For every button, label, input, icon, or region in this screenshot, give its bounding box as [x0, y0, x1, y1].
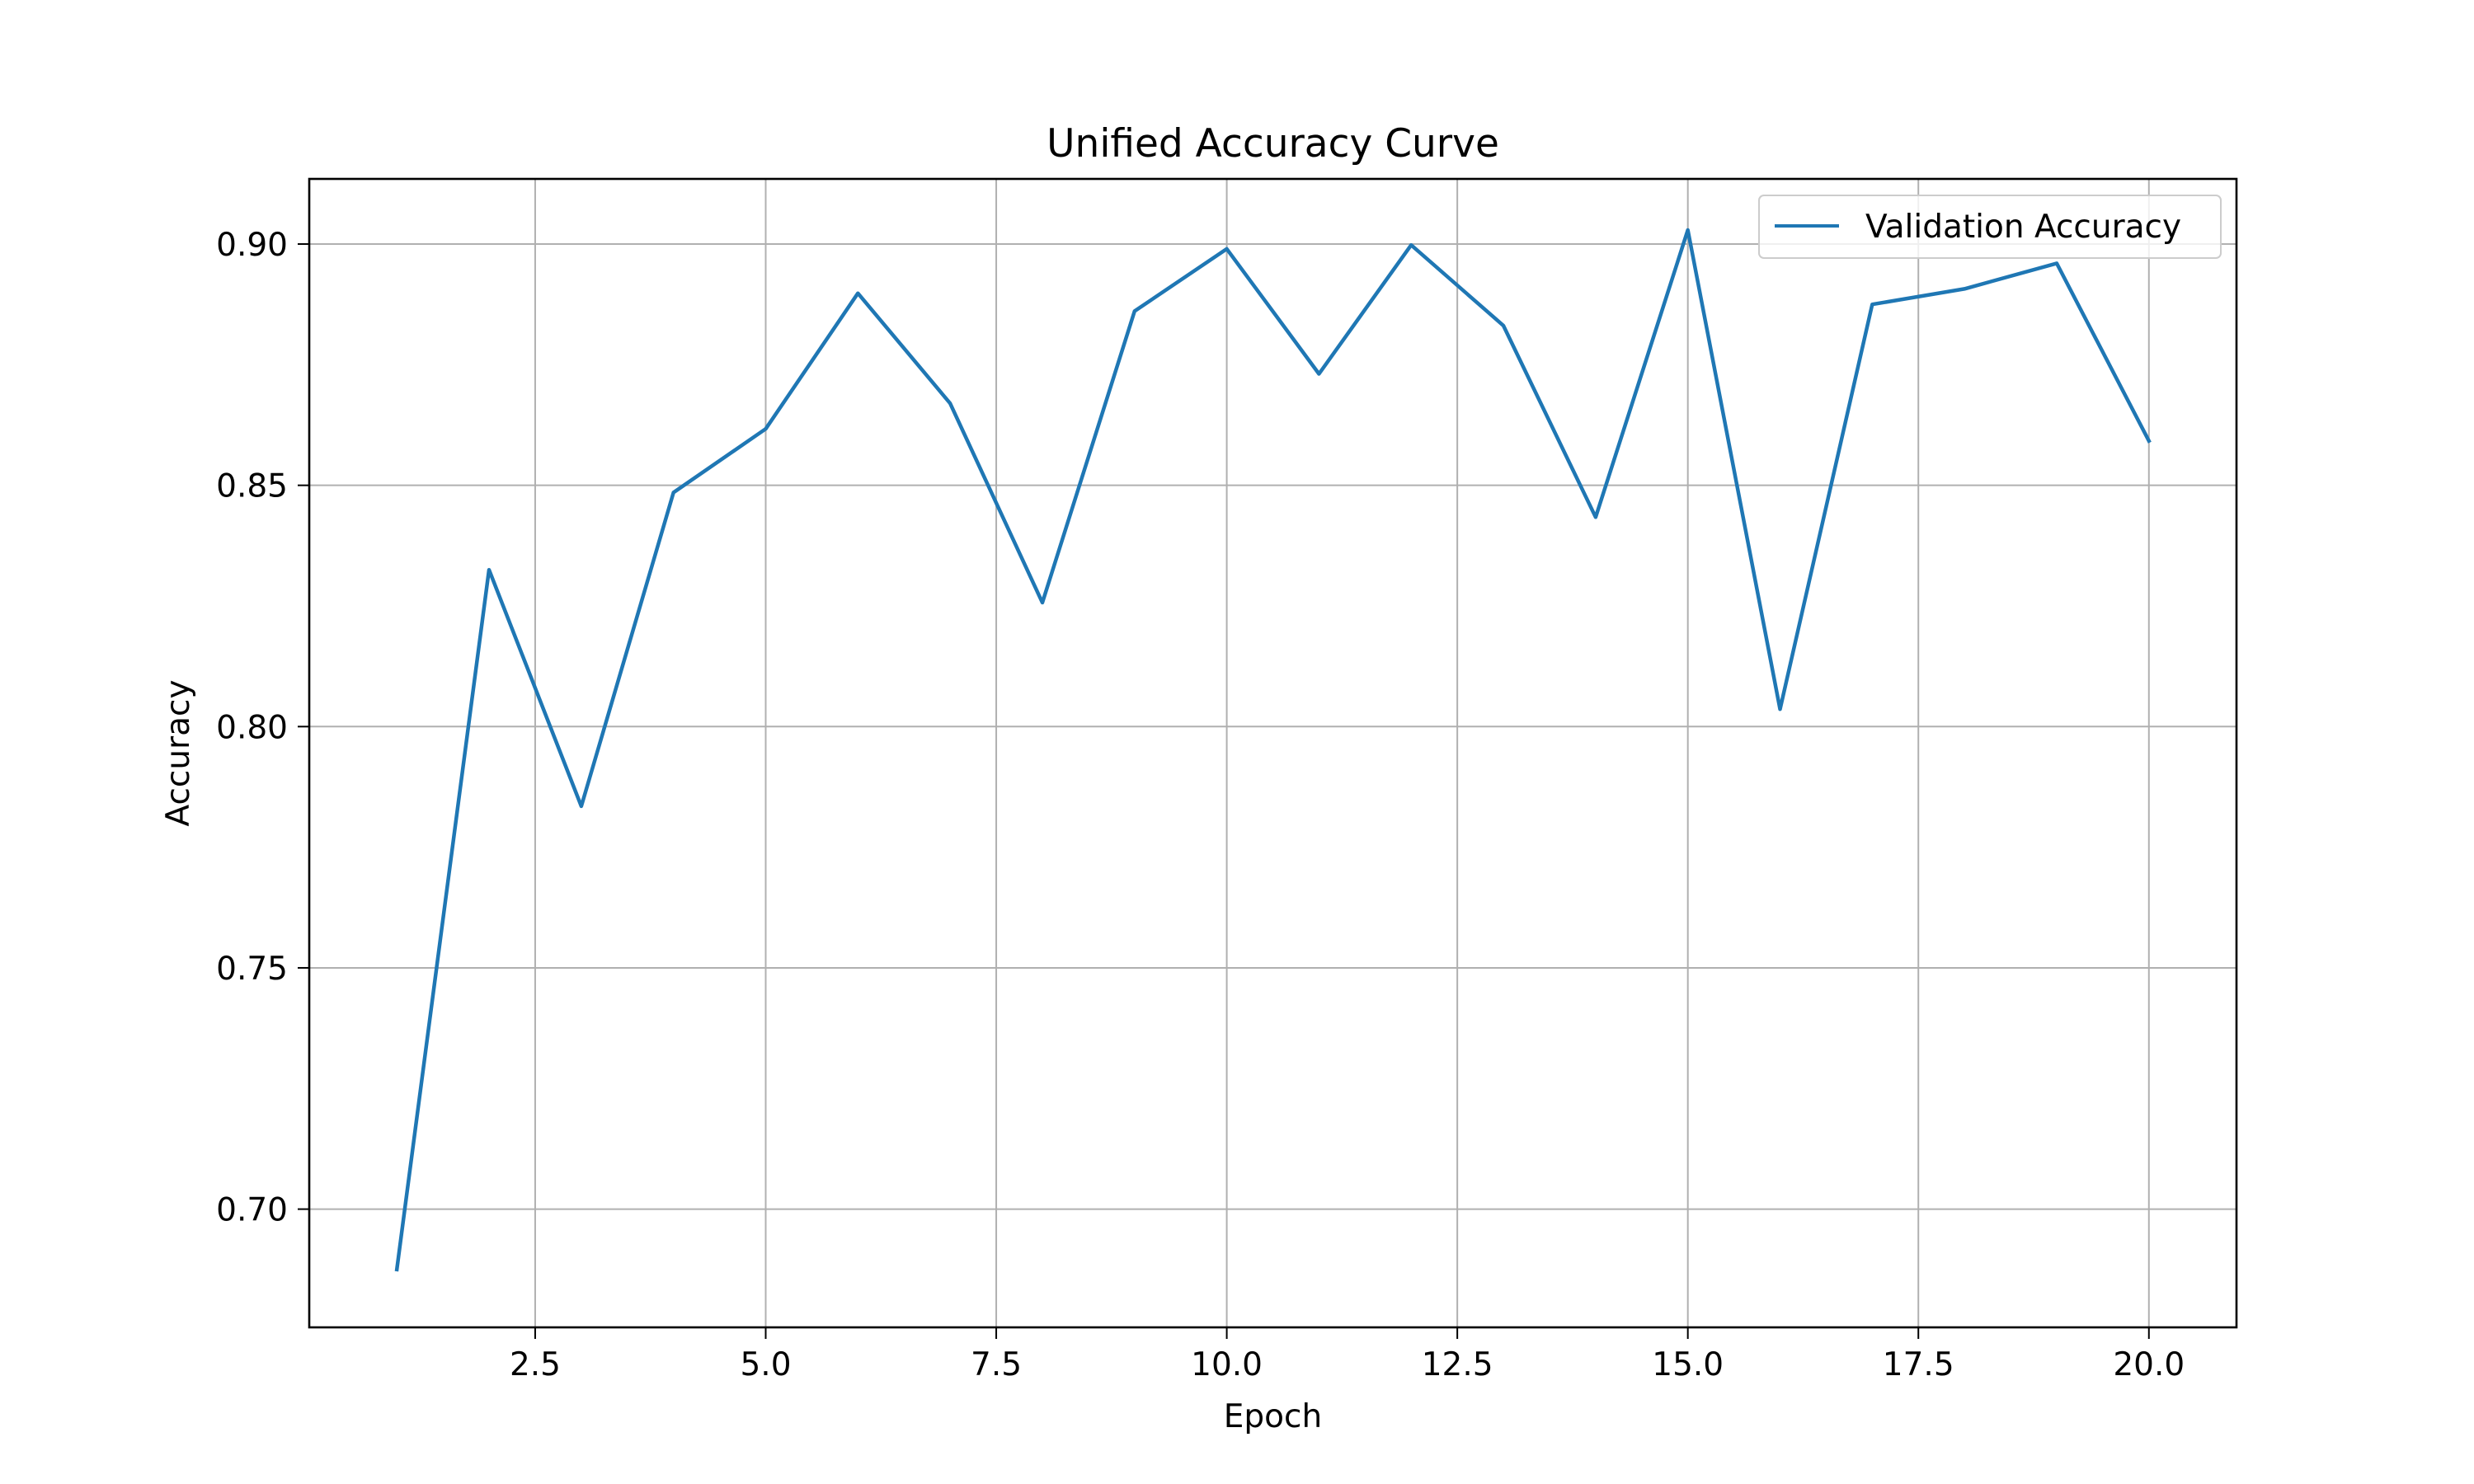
y-axis-label: Accuracy	[160, 679, 197, 826]
plot-frame	[308, 177, 2238, 1329]
x-tick-label: 20.0	[2113, 1346, 2185, 1383]
legend-entry-validation-accuracy: Validation Accuracy	[1865, 209, 2181, 246]
x-tick-label: 15.0	[1652, 1346, 1724, 1383]
x-tick-label: 12.5	[1422, 1346, 1493, 1383]
grid	[309, 179, 2236, 1327]
ticks: 2.5 5.0 7.5 10.0 12.5 15.0 17.5 20.0 0.70 0.75 0.8…	[216, 227, 2185, 1383]
y-tick-label: 0.75	[216, 951, 288, 988]
series-line-validation-accuracy	[394, 228, 2152, 1272]
x-axis-label: Epoch	[1224, 1398, 1322, 1435]
legend: Validation Accuracy	[1758, 195, 2222, 259]
x-tick-label: 2.5	[510, 1346, 561, 1383]
y-tick-label: 0.70	[216, 1192, 288, 1229]
series-layer	[394, 228, 2152, 1272]
x-tick-label: 10.0	[1191, 1346, 1263, 1383]
chart-title: Unified Accuracy Curve	[1047, 121, 1499, 167]
y-tick-label: 0.85	[216, 468, 288, 505]
y-tick-label: 0.90	[216, 227, 288, 264]
x-tick-label: 7.5	[971, 1346, 1022, 1383]
legend-box	[1758, 195, 2222, 259]
x-tick-label: 5.0	[740, 1346, 791, 1383]
y-tick-label: 0.80	[216, 709, 288, 746]
x-tick-label: 17.5	[1883, 1346, 1954, 1383]
